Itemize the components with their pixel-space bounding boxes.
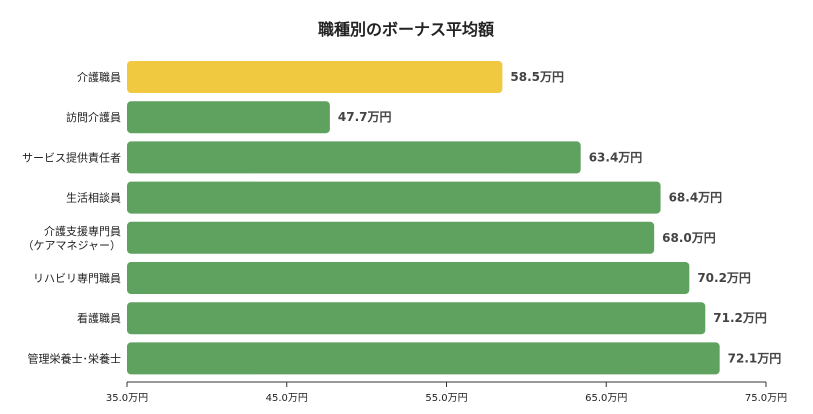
value-label-5: 70.2万円 xyxy=(697,271,751,285)
value-label-2: 63.4万円 xyxy=(589,150,643,164)
category-label-7: 管理栄養士･栄養士 xyxy=(28,351,122,365)
category-label-6: 看護職員 xyxy=(77,311,121,325)
value-label-1: 47.7万円 xyxy=(338,110,392,124)
bar-6 xyxy=(127,302,706,335)
chart-title: 職種別のボーナス平均額 xyxy=(318,20,494,39)
x-tick-label-2: 55.0万円 xyxy=(425,393,467,404)
category-label-2: サービス提供責任者 xyxy=(22,150,121,164)
category-label-0: 介護職員 xyxy=(77,70,121,84)
value-label-6: 71.2万円 xyxy=(713,311,767,325)
x-axis-ticks-layer: 35.0万円 45.0万円 55.0万円 65.0万円 75.0万円 xyxy=(106,382,787,404)
value-label-3: 68.4万円 xyxy=(669,191,723,205)
value-label-7: 72.1万円 xyxy=(728,351,782,365)
category-label-4-line-1: （ケアマネジャー） xyxy=(23,239,121,252)
category-label-1: 訪問介護員 xyxy=(66,110,121,124)
category-label-4-line-0: 介護支援専門員 xyxy=(44,224,121,238)
bar-2 xyxy=(127,141,581,174)
bar-1 xyxy=(127,101,330,134)
value-label-0: 58.5万円 xyxy=(510,70,564,84)
x-tick-label-3: 65.0万円 xyxy=(585,393,627,404)
x-tick-label-0: 35.0万円 xyxy=(106,393,148,404)
bars-layer xyxy=(127,61,720,375)
bar-4 xyxy=(127,221,655,254)
category-label-5: リハビリ専門職員 xyxy=(33,272,121,285)
category-label-3: 生活相談員 xyxy=(66,191,121,205)
bar-7 xyxy=(127,342,720,375)
x-tick-label-1: 45.0万円 xyxy=(266,393,308,404)
x-tick-label-4: 75.0万円 xyxy=(745,393,787,404)
bar-3 xyxy=(127,181,661,214)
bar-5 xyxy=(127,262,690,294)
value-labels-layer: 58.5万円 47.7万円 63.4万円 68.4万円 68.0万円 70.2万円 71.2… xyxy=(338,70,781,365)
value-label-4: 68.0万円 xyxy=(662,231,716,245)
bar-0 xyxy=(127,61,503,93)
